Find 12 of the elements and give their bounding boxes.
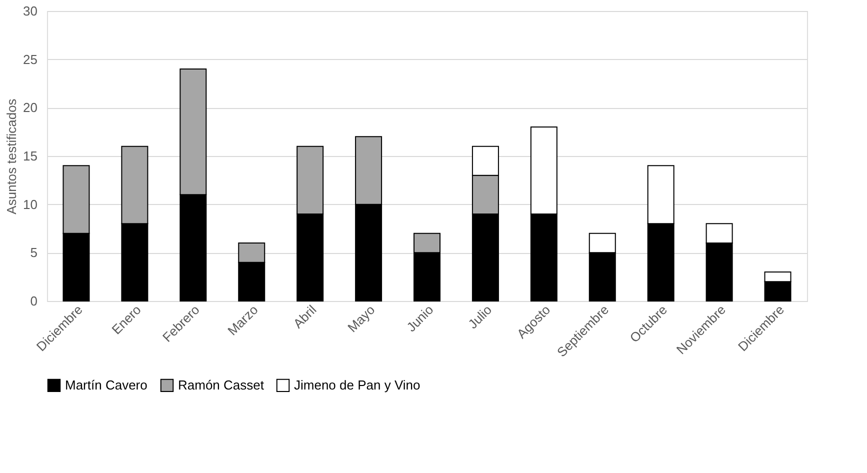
- legend-label: Jimeno de Pan y Vino: [294, 377, 420, 392]
- y-tick-label: 20: [23, 100, 38, 116]
- y-axis-title: Asuntos testificados: [4, 98, 20, 214]
- legend-label: Martín Cavero: [65, 377, 148, 392]
- y-tick-label: 0: [30, 294, 38, 308]
- legend-label: Ramón Casset: [178, 377, 264, 392]
- y-tick-label: 25: [23, 52, 38, 67]
- y-tick-label: 10: [23, 196, 38, 212]
- y-tick-label: 5: [30, 245, 38, 260]
- y-tick-label: 30: [23, 4, 38, 18]
- x-tick-label: Julio: [465, 302, 495, 332]
- y-tick-label: 15: [23, 148, 38, 164]
